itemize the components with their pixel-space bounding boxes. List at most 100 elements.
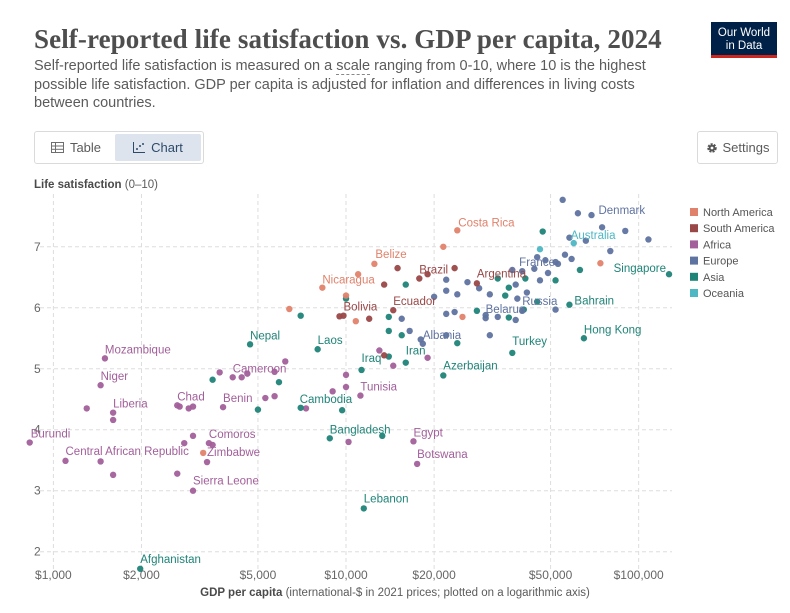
data-point[interactable] xyxy=(451,264,458,272)
data-point[interactable] xyxy=(505,314,513,321)
data-point[interactable] xyxy=(486,332,494,339)
data-point[interactable] xyxy=(181,439,188,447)
point-argentina[interactable] xyxy=(473,280,481,287)
point-chad[interactable] xyxy=(174,402,181,409)
label-benin[interactable]: Benin xyxy=(223,393,252,405)
data-point[interactable] xyxy=(345,438,352,446)
data-point[interactable] xyxy=(451,308,458,316)
data-point[interactable] xyxy=(552,306,559,313)
data-point[interactable] xyxy=(533,298,541,305)
label-egypt[interactable]: Egypt xyxy=(413,427,443,439)
label-lebanon[interactable]: Lebanon xyxy=(364,493,409,505)
point-benin[interactable] xyxy=(219,403,227,411)
point-belarus[interactable] xyxy=(482,314,489,322)
point-bolivia[interactable] xyxy=(340,312,347,319)
data-point[interactable] xyxy=(566,234,573,241)
label-hong-kong[interactable]: Hong Kong xyxy=(584,324,642,336)
data-point[interactable] xyxy=(342,292,350,299)
label-cameroon[interactable]: Cameroon xyxy=(233,363,287,375)
data-point[interactable] xyxy=(509,266,516,274)
label-liberia[interactable]: Liberia xyxy=(113,399,148,411)
label-denmark[interactable]: Denmark xyxy=(598,205,645,217)
data-point[interactable] xyxy=(209,376,216,383)
data-point[interactable] xyxy=(622,227,629,235)
legend-label-north-america[interactable]: North America xyxy=(703,207,774,219)
point-iran[interactable] xyxy=(402,359,409,366)
data-point[interactable] xyxy=(459,313,466,321)
legend-label-south-america[interactable]: South America xyxy=(703,223,775,235)
data-point[interactable] xyxy=(424,354,431,361)
point-albania[interactable] xyxy=(419,340,427,347)
data-point[interactable] xyxy=(473,307,481,315)
point-iraq[interactable] xyxy=(358,366,365,374)
data-point[interactable] xyxy=(443,287,450,294)
data-point[interactable] xyxy=(376,347,383,354)
data-point[interactable] xyxy=(475,285,483,292)
data-point[interactable] xyxy=(216,369,223,376)
data-point[interactable] xyxy=(536,246,544,253)
data-point[interactable] xyxy=(544,269,552,277)
data-point[interactable] xyxy=(83,405,90,412)
data-point[interactable] xyxy=(199,449,207,457)
data-point[interactable] xyxy=(464,278,471,286)
legend-label-asia[interactable]: Asia xyxy=(703,272,725,284)
point-afghanistan[interactable] xyxy=(137,565,144,572)
tab-chart[interactable]: Chart xyxy=(115,134,201,161)
label-argentina[interactable]: Argentina xyxy=(477,268,527,280)
data-point[interactable] xyxy=(338,407,346,414)
data-point[interactable] xyxy=(329,388,336,395)
label-france[interactable]: France xyxy=(519,257,555,269)
label-turkey[interactable]: Turkey xyxy=(512,336,547,348)
point-belize[interactable] xyxy=(371,260,378,268)
data-point[interactable] xyxy=(443,276,450,283)
point-central-african-republic[interactable] xyxy=(62,457,69,465)
data-point[interactable] xyxy=(174,470,181,477)
point-australia[interactable] xyxy=(570,239,577,247)
label-zimbabwe[interactable]: Zimbabwe xyxy=(207,447,260,459)
label-comoros[interactable]: Comoros xyxy=(209,429,256,441)
data-point[interactable] xyxy=(380,352,388,359)
point-hong-kong[interactable] xyxy=(580,335,588,342)
point-singapore[interactable] xyxy=(665,271,673,278)
data-point[interactable] xyxy=(424,271,431,278)
data-point[interactable] xyxy=(352,317,360,325)
data-point[interactable] xyxy=(406,327,413,335)
data-point[interactable] xyxy=(514,295,521,302)
data-point[interactable] xyxy=(109,416,117,424)
point-nicaragua[interactable] xyxy=(319,284,326,291)
data-point[interactable] xyxy=(486,291,494,298)
point-niger[interactable] xyxy=(97,382,104,389)
data-point[interactable] xyxy=(531,265,538,272)
label-tunisia[interactable]: Tunisia xyxy=(360,382,397,394)
point-zimbabwe[interactable] xyxy=(203,458,211,466)
point-denmark[interactable] xyxy=(588,211,595,219)
data-point[interactable] xyxy=(561,251,569,258)
data-point[interactable] xyxy=(536,277,544,284)
point-bangladesh[interactable] xyxy=(326,435,333,442)
data-point[interactable] xyxy=(385,313,392,321)
legend-swatch-oceania[interactable] xyxy=(690,289,698,297)
point-bahrain[interactable] xyxy=(566,301,573,308)
data-point[interactable] xyxy=(430,293,438,300)
data-point[interactable] xyxy=(398,332,405,339)
data-point[interactable] xyxy=(559,196,566,204)
data-point[interactable] xyxy=(262,394,269,402)
point-laos[interactable] xyxy=(314,346,321,353)
point-costa-rica[interactable] xyxy=(454,227,461,234)
data-point[interactable] xyxy=(502,292,509,299)
data-point[interactable] xyxy=(109,471,117,479)
data-point[interactable] xyxy=(271,392,278,400)
data-point[interactable] xyxy=(519,267,526,275)
legend-label-europe[interactable]: Europe xyxy=(703,256,738,268)
point-ecuador[interactable] xyxy=(390,307,397,314)
data-point[interactable] xyxy=(568,255,575,263)
label-afghanistan[interactable]: Afghanistan xyxy=(140,554,201,566)
data-point[interactable] xyxy=(189,432,197,440)
point-egypt[interactable] xyxy=(410,438,417,445)
point-botswana[interactable] xyxy=(413,460,421,468)
data-point[interactable] xyxy=(254,406,262,413)
data-point[interactable] xyxy=(440,243,447,250)
point-mozambique[interactable] xyxy=(101,355,109,362)
data-point[interactable] xyxy=(533,253,541,261)
data-point[interactable] xyxy=(598,224,606,231)
